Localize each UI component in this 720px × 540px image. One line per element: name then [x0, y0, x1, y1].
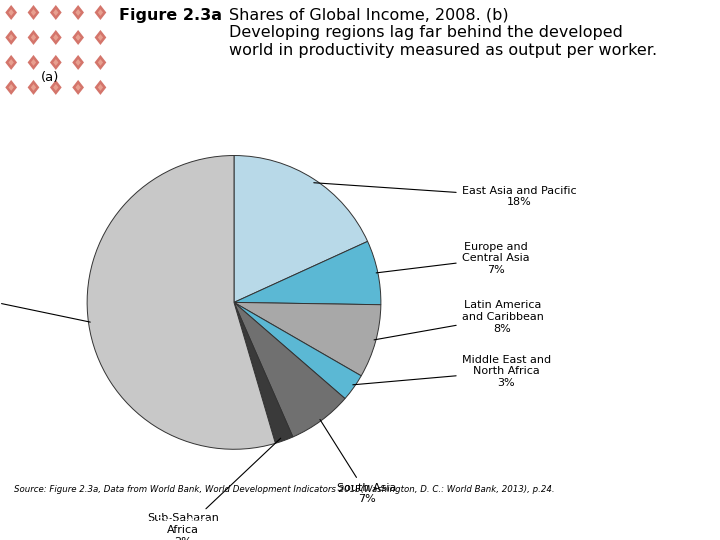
Polygon shape	[76, 84, 81, 91]
Polygon shape	[53, 34, 58, 41]
Polygon shape	[94, 80, 107, 95]
Polygon shape	[27, 5, 40, 20]
Polygon shape	[31, 59, 36, 66]
Polygon shape	[72, 80, 84, 95]
Polygon shape	[98, 84, 103, 91]
Polygon shape	[53, 59, 58, 66]
Polygon shape	[76, 34, 81, 41]
Polygon shape	[5, 30, 17, 45]
Polygon shape	[76, 9, 81, 16]
Polygon shape	[50, 55, 62, 70]
Polygon shape	[31, 84, 36, 91]
Polygon shape	[9, 34, 14, 41]
Polygon shape	[53, 9, 58, 16]
Polygon shape	[27, 80, 40, 95]
Polygon shape	[31, 9, 36, 16]
Wedge shape	[234, 302, 361, 399]
Text: Latin America
and Caribbean
8%: Latin America and Caribbean 8%	[374, 300, 544, 340]
Text: Figure 2.3a: Figure 2.3a	[119, 8, 222, 23]
Polygon shape	[9, 9, 14, 16]
Polygon shape	[72, 30, 84, 45]
Polygon shape	[72, 55, 84, 70]
Wedge shape	[234, 241, 381, 305]
Wedge shape	[234, 302, 345, 437]
Text: Sub-Saharan
Africa
2%: Sub-Saharan Africa 2%	[148, 438, 281, 540]
Polygon shape	[98, 34, 103, 41]
Polygon shape	[50, 30, 62, 45]
Text: Shares of Global Income, 2008. (b)
Developing regions lag far behind the develop: Shares of Global Income, 2008. (b) Devel…	[230, 8, 657, 58]
Polygon shape	[27, 55, 40, 70]
Text: Europe and
Central Asia
7%: Europe and Central Asia 7%	[377, 242, 529, 275]
Polygon shape	[9, 59, 14, 66]
Polygon shape	[94, 5, 107, 20]
Text: Source: Figure 2.3a, Data from World Bank, World Development Indicators 2013(Was: Source: Figure 2.3a, Data from World Ban…	[14, 485, 555, 494]
Polygon shape	[98, 9, 103, 16]
Polygon shape	[94, 30, 107, 45]
Polygon shape	[53, 84, 58, 91]
Wedge shape	[234, 302, 381, 376]
Polygon shape	[98, 59, 103, 66]
Text: Middle East and
North Africa
3%: Middle East and North Africa 3%	[353, 355, 551, 388]
Polygon shape	[27, 30, 40, 45]
Wedge shape	[87, 156, 275, 449]
Polygon shape	[76, 59, 81, 66]
Polygon shape	[50, 80, 62, 95]
Polygon shape	[5, 80, 17, 95]
Polygon shape	[5, 5, 17, 20]
Text: High-Income
countries
54%: High-Income countries 54%	[0, 279, 90, 322]
Text: East Asia and Pacific
18%: East Asia and Pacific 18%	[314, 183, 576, 207]
Text: 2-20: 2-20	[685, 517, 709, 526]
Polygon shape	[72, 5, 84, 20]
Text: (a): (a)	[41, 71, 60, 84]
Wedge shape	[234, 156, 368, 302]
Polygon shape	[9, 84, 14, 91]
Polygon shape	[94, 55, 107, 70]
Text: Copyright ©2015 Pearson Education, Inc. All rights reserved.: Copyright ©2015 Pearson Education, Inc. …	[11, 517, 344, 526]
Polygon shape	[5, 55, 17, 70]
Wedge shape	[234, 302, 293, 443]
Text: South Asia
7%: South Asia 7%	[320, 420, 396, 504]
Polygon shape	[50, 5, 62, 20]
Polygon shape	[31, 34, 36, 41]
